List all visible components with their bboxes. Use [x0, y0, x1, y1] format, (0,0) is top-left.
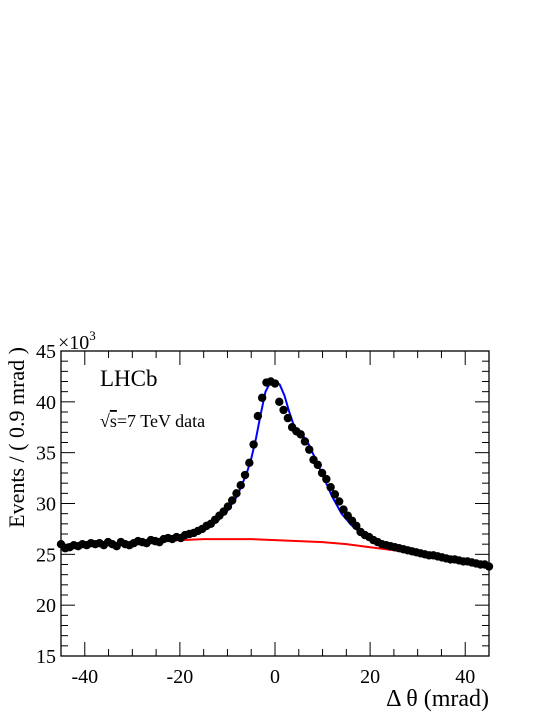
energy-text: =7 TeV data	[117, 411, 205, 431]
tick-labels: -40 -20 0 20 40 15 20 25 30 35 40 45	[36, 341, 475, 688]
data-point	[232, 489, 241, 498]
x-tick-label: 20	[360, 666, 380, 688]
x-tick-label: -40	[71, 666, 98, 688]
data-point	[305, 445, 314, 454]
y-tick-label: 25	[36, 544, 56, 566]
data-point	[257, 393, 267, 402]
axis-ticks	[60, 350, 490, 657]
data-point	[275, 397, 284, 407]
data-point	[253, 411, 263, 421]
data-point	[339, 505, 348, 514]
data-point	[245, 458, 254, 468]
energy-var: s	[110, 411, 117, 431]
energy-label: √s=7 TeV data	[100, 411, 205, 431]
data-point	[228, 496, 237, 505]
fit-curves	[60, 380, 490, 568]
y-tick-label: 30	[36, 494, 56, 516]
x-tick-label: 40	[455, 666, 475, 688]
data-point	[322, 474, 331, 484]
x-axis-label: Δ θ (mrad)	[386, 686, 489, 712]
x-tick-label: -20	[167, 666, 194, 688]
y-multiplier: ×103	[58, 328, 96, 354]
experiment-label: LHCb	[100, 366, 158, 391]
y-tick-label: 20	[36, 595, 56, 617]
data-point	[283, 413, 293, 423]
data-point	[279, 405, 288, 415]
data-point	[326, 483, 335, 492]
y-axis-label: Events / ( 0.9 mrad )	[4, 347, 29, 528]
total-fit-line	[60, 380, 490, 568]
data-point	[313, 460, 322, 470]
data-point	[352, 521, 361, 531]
y-tick-label: 35	[36, 443, 56, 465]
data-point	[249, 440, 258, 449]
data-point	[270, 379, 280, 388]
x-tick-label: 0	[270, 666, 280, 688]
y-tick-label: 40	[36, 392, 56, 414]
data-points	[56, 377, 494, 571]
y-tick-label: 45	[36, 341, 56, 363]
sqrt-symbol: √	[100, 411, 110, 431]
data-point	[317, 468, 327, 478]
data-point	[296, 430, 305, 439]
data-point	[240, 470, 250, 480]
data-point	[223, 502, 233, 511]
y-tick-label: 15	[36, 646, 56, 668]
data-point	[300, 437, 310, 446]
data-point	[335, 497, 344, 506]
data-point	[236, 481, 245, 490]
data-point	[330, 490, 340, 499]
plot-frame	[60, 350, 490, 657]
